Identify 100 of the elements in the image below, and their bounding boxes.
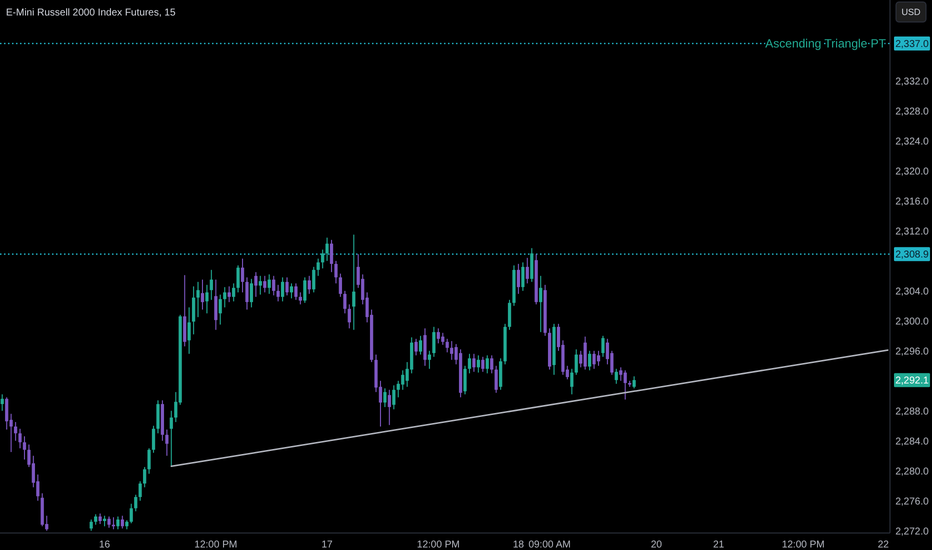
y-tick-label: 2,328.0 (895, 106, 930, 118)
y-tick-label: 2,280.0 (895, 466, 930, 478)
candlestick (303, 276, 306, 304)
candlestick (325, 237, 329, 262)
candlestick (338, 273, 342, 298)
y-tick-label: 2,312.0 (895, 226, 930, 238)
candlestick (112, 516, 116, 530)
x-tick-label: 20 (650, 540, 662, 550)
candlestick (170, 410, 173, 467)
candlestick (321, 249, 324, 269)
candlestick (98, 513, 102, 525)
candlestick (596, 350, 600, 366)
text: 2,308.9 (895, 250, 930, 261)
candlestick (614, 368, 618, 384)
x-tick-label: 16 (99, 540, 111, 550)
candlestick (268, 274, 271, 294)
candlestick (494, 365, 498, 394)
x-tick-label: 12:00 PM (782, 540, 825, 550)
x-tick-label: 18 (512, 540, 524, 550)
candlestick (388, 389, 391, 426)
y-tick-label: 2,320.0 (895, 166, 930, 178)
candlestick (280, 276, 284, 302)
y-tick-label: 2,276.0 (895, 496, 930, 508)
candlestick (463, 365, 467, 395)
candlestick (152, 425, 156, 454)
candlestick (107, 516, 111, 528)
candlestick (472, 353, 476, 372)
candlestick (192, 286, 196, 335)
text: 2,337.0 (895, 38, 930, 50)
candlestick (330, 239, 334, 273)
candlestick (205, 284, 209, 314)
x-tick-label: 12:00 PM (194, 540, 238, 550)
y-tick-label: 2,296.0 (895, 346, 930, 358)
candlestick (476, 354, 480, 374)
candlestick (254, 272, 258, 298)
candlestick (245, 276, 249, 310)
candlestick (130, 503, 133, 524)
x-tick-label: 09:00 AM (528, 540, 571, 550)
y-tick-label: 2,332.0 (895, 76, 930, 88)
candlestick (414, 338, 418, 356)
candlestick (116, 516, 120, 530)
candlestick (22, 436, 26, 460)
y-tick-label: 2,284.0 (895, 436, 930, 448)
candlestick (574, 348, 578, 376)
candlestick (481, 356, 484, 372)
candlestick (450, 340, 454, 360)
candlestick (446, 338, 449, 353)
y-tick-label: 2,272.0 (895, 526, 930, 538)
candlestick (94, 514, 98, 526)
candlestick (539, 275, 542, 333)
candlestick (0, 394, 4, 412)
candlestick (432, 326, 436, 358)
text: E-Mini Russell 2000 Index Futures, 15 (6, 8, 176, 18)
candlestick (294, 282, 298, 300)
candlestick (14, 422, 18, 442)
candlestick (223, 286, 226, 308)
candlestick (5, 396, 8, 430)
candlestick (632, 376, 636, 389)
candlestick (392, 384, 396, 410)
candlestick (18, 428, 22, 449)
candlestick (236, 264, 240, 293)
candlestick (134, 494, 138, 512)
candlestick (290, 282, 294, 299)
candlestick (285, 276, 289, 296)
candlestick (250, 278, 254, 308)
candlestick (418, 335, 422, 356)
candlestick (588, 350, 592, 371)
candlestick (218, 294, 222, 326)
candlestick (240, 258, 244, 293)
candlestick (383, 388, 387, 408)
x-tick-label: 12:00 PM (416, 540, 460, 550)
candlestick (316, 258, 320, 276)
candlestick (276, 284, 280, 302)
x-tick-label: 17 (322, 540, 334, 550)
candlestick (90, 519, 93, 532)
candlestick (468, 353, 472, 374)
candlestick (312, 266, 316, 293)
y-tick-label: 2,324.0 (895, 136, 930, 148)
candlestick (521, 262, 524, 292)
candlestick (143, 466, 146, 488)
candlestick (232, 282, 236, 302)
candlestick (490, 354, 494, 374)
candlestick (120, 515, 124, 529)
candlestick (200, 279, 204, 310)
candlestick (508, 299, 512, 330)
candlestick (352, 234, 356, 330)
candlestick (272, 275, 276, 296)
candlestick (592, 350, 596, 370)
candlestick (214, 279, 218, 330)
candlestick (428, 350, 432, 370)
text: 2,292.1 (895, 376, 930, 387)
y-tick-label: 2,288.0 (895, 406, 930, 418)
candlestick (334, 260, 338, 284)
candlestick (210, 269, 213, 300)
candlestick (165, 429, 168, 456)
candlestick (138, 480, 142, 502)
candlestick (570, 368, 574, 395)
text: USD (901, 7, 921, 18)
candlestick (516, 263, 520, 294)
candlestick (147, 448, 151, 474)
